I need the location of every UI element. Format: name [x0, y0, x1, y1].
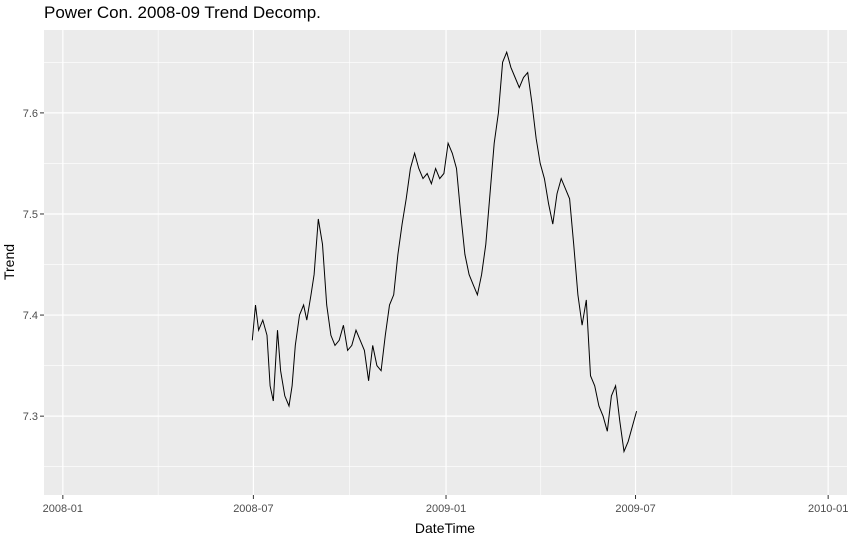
y-axis-title: Trend: [1, 244, 17, 280]
series-line-trend: [251, 50, 638, 454]
x-tick-label: 2010-01: [808, 503, 848, 515]
x-tick-label: 2008-07: [233, 503, 273, 515]
y-tick-label: 7.6: [23, 108, 38, 120]
y-axis-ticks: 7.3 7.4 7.5 7.6: [23, 108, 44, 423]
x-axis-title: DateTime: [415, 520, 475, 536]
major-gridlines: [44, 30, 847, 495]
y-tick-label: 7.3: [23, 411, 38, 423]
x-tick-label: 2009-07: [615, 503, 655, 515]
y-tick-label: 7.5: [23, 209, 38, 221]
x-tick-label: 2008-01: [43, 503, 83, 515]
x-axis-ticks: 2008-01 2008-07 2009-01 2009-07 2010-01: [43, 495, 848, 515]
y-tick-label: 7.4: [23, 310, 38, 322]
chart-title: Power Con. 2008-09 Trend Decomp.: [44, 3, 321, 22]
x-tick-label: 2009-01: [426, 503, 466, 515]
